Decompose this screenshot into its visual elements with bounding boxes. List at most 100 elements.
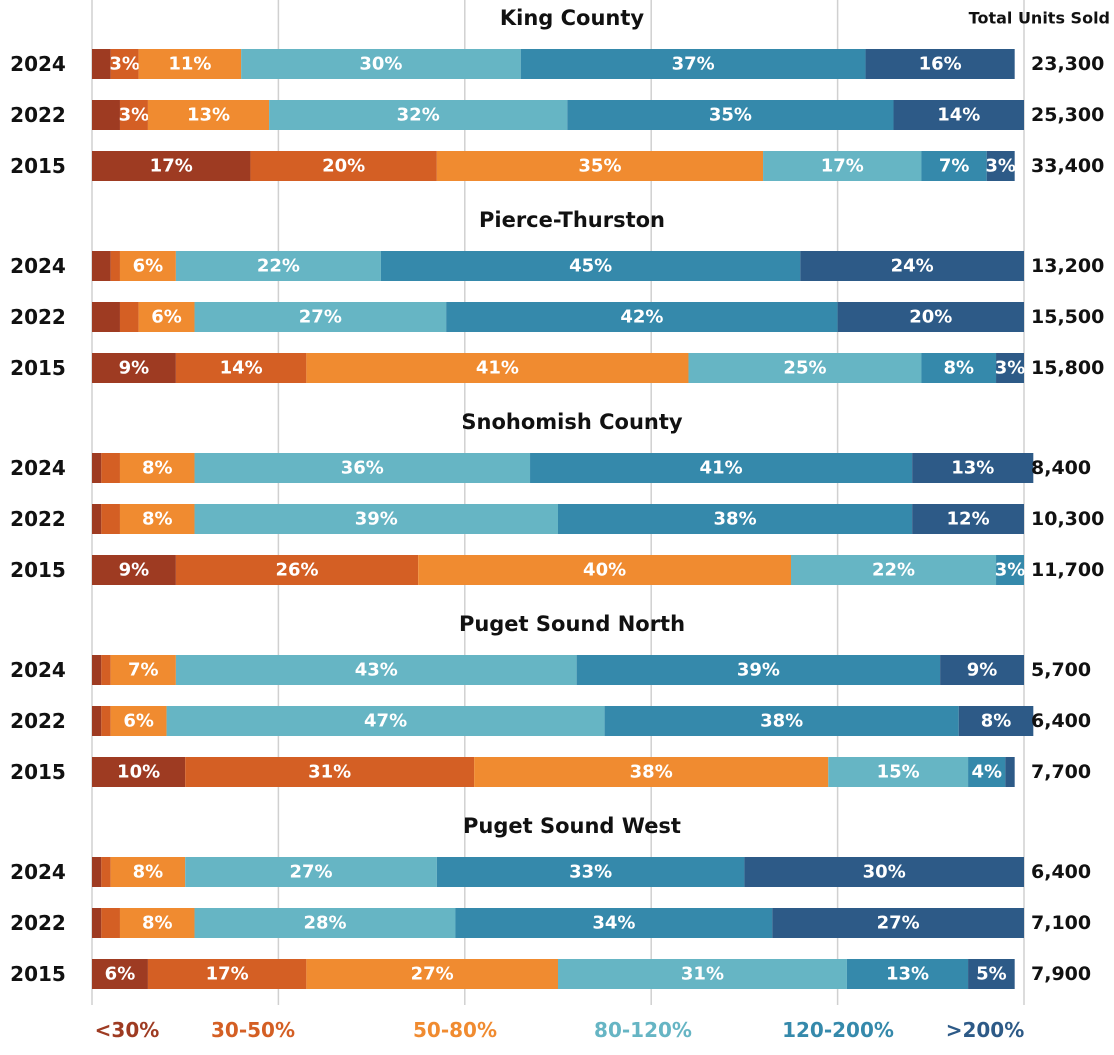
data-label: 45%	[569, 256, 612, 277]
data-label: 16%	[919, 54, 962, 75]
bar-segment	[175, 353, 307, 383]
bar-segment	[101, 706, 111, 736]
data-label: 17%	[821, 156, 864, 177]
bar-segment	[744, 857, 1024, 887]
data-label: 25%	[783, 358, 826, 379]
bar-segment	[110, 251, 120, 281]
data-label: 13%	[951, 458, 994, 479]
bar-segment	[865, 49, 1015, 79]
bar-segment	[119, 908, 195, 938]
data-label: 6%	[105, 964, 136, 985]
total-label: 15,500	[1031, 306, 1104, 328]
total-label: 25,300	[1031, 104, 1104, 126]
bar-segment	[893, 100, 1024, 130]
bar-segment	[92, 857, 102, 887]
bar-segment	[269, 100, 568, 130]
data-label: 9%	[119, 560, 150, 581]
bar-segment	[241, 49, 521, 79]
bar-segment	[576, 655, 941, 685]
total-label: 7,700	[1031, 761, 1091, 783]
group-title: Puget Sound West	[463, 814, 681, 838]
bar-segment	[110, 857, 186, 887]
total-label: 11,700	[1031, 559, 1104, 581]
y-tick-label: 2015	[10, 356, 66, 380]
bar-segment	[455, 908, 773, 938]
y-tick-label: 2015	[10, 558, 66, 582]
bar-segment	[800, 251, 1024, 281]
data-label: 31%	[681, 964, 724, 985]
data-label: 3%	[119, 105, 150, 126]
bar-segment	[520, 49, 866, 79]
group-title: Pierce-Thurston	[479, 208, 665, 232]
data-label: 47%	[364, 711, 407, 732]
bar-segment	[1005, 757, 1015, 787]
bar-segment	[530, 453, 913, 483]
bar-segment	[912, 453, 1034, 483]
total-label: 7,100	[1031, 912, 1091, 934]
data-label: 12%	[947, 509, 990, 530]
bar-segment	[185, 757, 475, 787]
bar-segment	[92, 655, 102, 685]
bar-segment	[92, 504, 102, 534]
bar-segment	[119, 100, 148, 130]
bar-segment	[175, 555, 419, 585]
bar-segment	[92, 555, 176, 585]
total-label: 23,300	[1031, 53, 1104, 75]
data-label: 28%	[303, 913, 346, 934]
bar-segment	[558, 504, 913, 534]
bar-segment	[772, 908, 1024, 938]
data-label: 6%	[151, 307, 182, 328]
total-label: 7,900	[1031, 963, 1091, 985]
bar-segment	[92, 353, 176, 383]
data-label: 37%	[672, 54, 715, 75]
y-tick-label: 2022	[10, 103, 66, 127]
data-label: 17%	[150, 156, 193, 177]
bar-segment	[996, 353, 1024, 383]
bar-segment	[92, 251, 111, 281]
bar-segment	[92, 959, 148, 989]
data-label: 10%	[117, 762, 160, 783]
bar-segment	[110, 706, 167, 736]
bar-segment	[474, 757, 829, 787]
data-label: 38%	[760, 711, 803, 732]
data-label: 8%	[133, 862, 164, 883]
data-label: 7%	[939, 156, 970, 177]
data-label: 5%	[976, 964, 1007, 985]
total-label: 6,400	[1031, 861, 1091, 883]
data-label: 20%	[909, 307, 952, 328]
totals-title: Total Units Sold	[969, 9, 1110, 28]
legend-entry: 80-120%	[594, 1018, 692, 1042]
y-tick-label: 2022	[10, 507, 66, 531]
bar-segment	[92, 151, 251, 181]
data-label: 27%	[877, 913, 920, 934]
bar-segment	[92, 302, 120, 332]
y-tick-label: 2022	[10, 911, 66, 935]
data-label: 4%	[971, 762, 1002, 783]
data-label: 38%	[714, 509, 757, 530]
total-label: 33,400	[1031, 155, 1104, 177]
total-label: 13,200	[1031, 255, 1104, 277]
bar-segment	[138, 302, 195, 332]
data-label: 35%	[709, 105, 752, 126]
bar-segment	[119, 453, 195, 483]
bar-segment	[101, 857, 111, 887]
bar-segment	[921, 151, 987, 181]
data-label: 13%	[886, 964, 929, 985]
bar-segment	[92, 100, 120, 130]
total-label: 15,800	[1031, 357, 1104, 379]
y-tick-label: 2015	[10, 154, 66, 178]
y-tick-label: 2024	[10, 860, 66, 884]
data-label: 33%	[569, 862, 612, 883]
y-tick-label: 2024	[10, 254, 66, 278]
total-label: 5,700	[1031, 659, 1091, 681]
bar-segment	[147, 959, 307, 989]
data-label: 8%	[943, 358, 974, 379]
y-tick-label: 2015	[10, 962, 66, 986]
y-tick-label: 2015	[10, 760, 66, 784]
data-label: 26%	[275, 560, 318, 581]
data-label: 6%	[133, 256, 164, 277]
total-label: 10,300	[1031, 508, 1104, 530]
data-label: 35%	[578, 156, 621, 177]
bar-segment	[110, 655, 176, 685]
bar-segment	[119, 302, 139, 332]
